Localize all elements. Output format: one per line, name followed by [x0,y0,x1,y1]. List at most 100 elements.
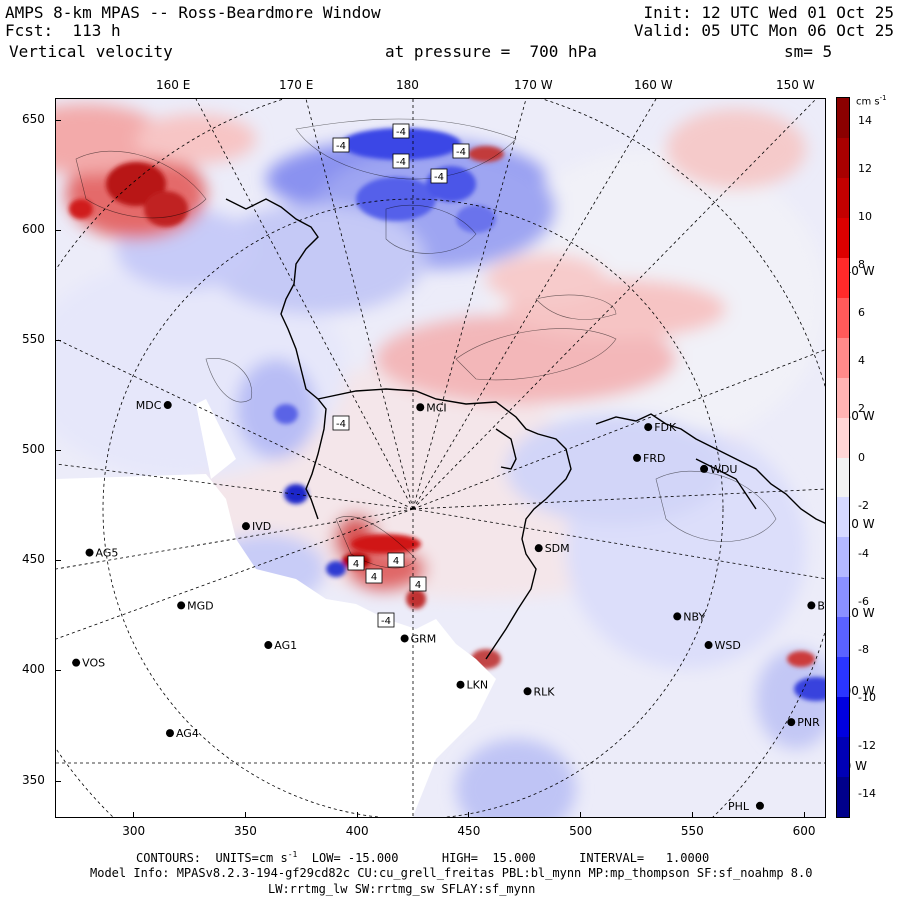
station-label: AG1 [274,639,297,652]
x-tick-mark [244,812,246,818]
colorbar-segment [837,297,849,339]
init-time: Init: 12 UTC Wed 01 Oct 25 [643,3,894,22]
masked-terrain-2 [196,399,236,479]
x-tick-label: 500 [569,824,593,838]
y-tick-label: 550 [22,332,45,347]
colorbar-segment [837,617,849,659]
colorbar-label: 10 [858,210,872,224]
station-label: VOS [82,657,105,670]
station-marker [633,453,642,462]
colorbar-segment [837,497,849,539]
top-lon-label: 170 W [514,78,553,92]
station-marker [85,548,94,557]
top-lon-label: 150 W [776,78,815,92]
x-tick-label: 400 [345,824,369,838]
graticule [56,99,825,817]
colorbar-label: -2 [858,498,869,512]
x-tick-label: 350 [233,824,257,838]
station-label: NBY [683,610,705,623]
colorbar-label: -6 [858,594,869,608]
colorbar-segment [837,657,849,699]
x-tick-mark [468,812,470,818]
colorbar-segment [837,257,849,299]
station-label: WDU [710,463,737,476]
contour-label-box [347,555,365,571]
colorbar-label: 14 [858,114,872,128]
station-label: PHL [728,800,750,813]
contours-units-exp: -1 [287,850,298,859]
y-tick-label: 500 [22,442,45,457]
y-tick-mark [55,120,61,122]
station-marker [400,634,409,643]
contour-label-box [387,552,405,568]
colorbar-segment [837,137,849,179]
y-tick-mark [55,670,61,672]
colorbar-segment [837,697,849,739]
station-marker [534,544,543,553]
colorbar-segment [837,337,849,379]
colorbar-label: -4 [858,546,869,560]
y-tick-label: 650 [22,112,45,127]
colorbar-segment [837,177,849,219]
contour-label-box [365,568,383,584]
colorbar-segment [837,98,849,139]
station-marker [755,801,764,810]
station-label: AG5 [96,547,119,560]
colorbar-label: -8 [858,642,869,656]
coastline [225,198,825,660]
colorbar-label: 4 [858,354,865,368]
contour-label-box [452,143,470,159]
colorbar-unit: cm s-1 [856,94,887,107]
colorbar-label: -12 [858,738,876,752]
contour-label: -4 [396,157,406,168]
station-label: LKN [466,679,488,692]
x-tick-mark [691,812,693,818]
colorbar-label: 0 [858,450,865,464]
station-marker [163,401,172,410]
x-tick-label: 550 [680,824,704,838]
contour-label-box [332,415,350,431]
contour-label-box [409,576,427,592]
top-lon-label: 170 E [279,78,314,92]
station-marker [241,522,250,531]
contour-label: -4 [456,147,466,158]
station-label: IVD [252,520,271,533]
station-marker [523,687,532,696]
station-label: PNR [797,716,820,729]
station-label: GRM [411,632,437,645]
masked-terrain [56,474,496,817]
y-tick-label: 600 [22,222,45,237]
station-marker [177,601,186,610]
colorbar-label: 8 [858,258,865,272]
station-label: FRD [643,452,665,465]
contour-label: -4 [434,172,444,183]
model-info-physics: LW:rrtmg_lw SW:rrtmg_sw SFLAY:sf_mynn [268,882,536,896]
station-marker [264,641,273,650]
x-tick-label: 600 [792,824,816,838]
colorbar-unit-text: cm s [856,96,880,108]
station-marker [704,641,713,650]
colorbar-segment [837,417,849,459]
map-panel: MDC MCI FDK FRD WDU IVD AG5 MGD SDM NBY WSD AG1 GRM V… [55,98,826,818]
contour-label: -4 [381,616,391,627]
top-lon-label: 160 W [634,78,673,92]
station-marker [807,601,816,610]
y-tick-label: 350 [22,772,45,787]
station-label: FDK [654,421,677,434]
contour-label-box [392,153,410,169]
field-intense-cells [69,128,825,701]
model-info: Model Info: MPASv8.2.3-194-gf29cd82c CU:… [90,866,813,880]
colorbar-label: 12 [858,162,872,176]
colorbar-label: -10 [858,690,876,704]
y-tick-mark [55,340,61,342]
station-label: MCI [426,401,446,414]
contour-label: -4 [336,419,346,430]
x-tick-label: 450 [457,824,481,838]
y-tick-mark [55,780,61,782]
station-label: SDM [545,542,570,555]
x-tick-label: 300 [122,824,146,838]
colorbar-label: 6 [858,306,865,320]
colorbar-segment [837,577,849,619]
y-tick-mark [55,230,61,232]
